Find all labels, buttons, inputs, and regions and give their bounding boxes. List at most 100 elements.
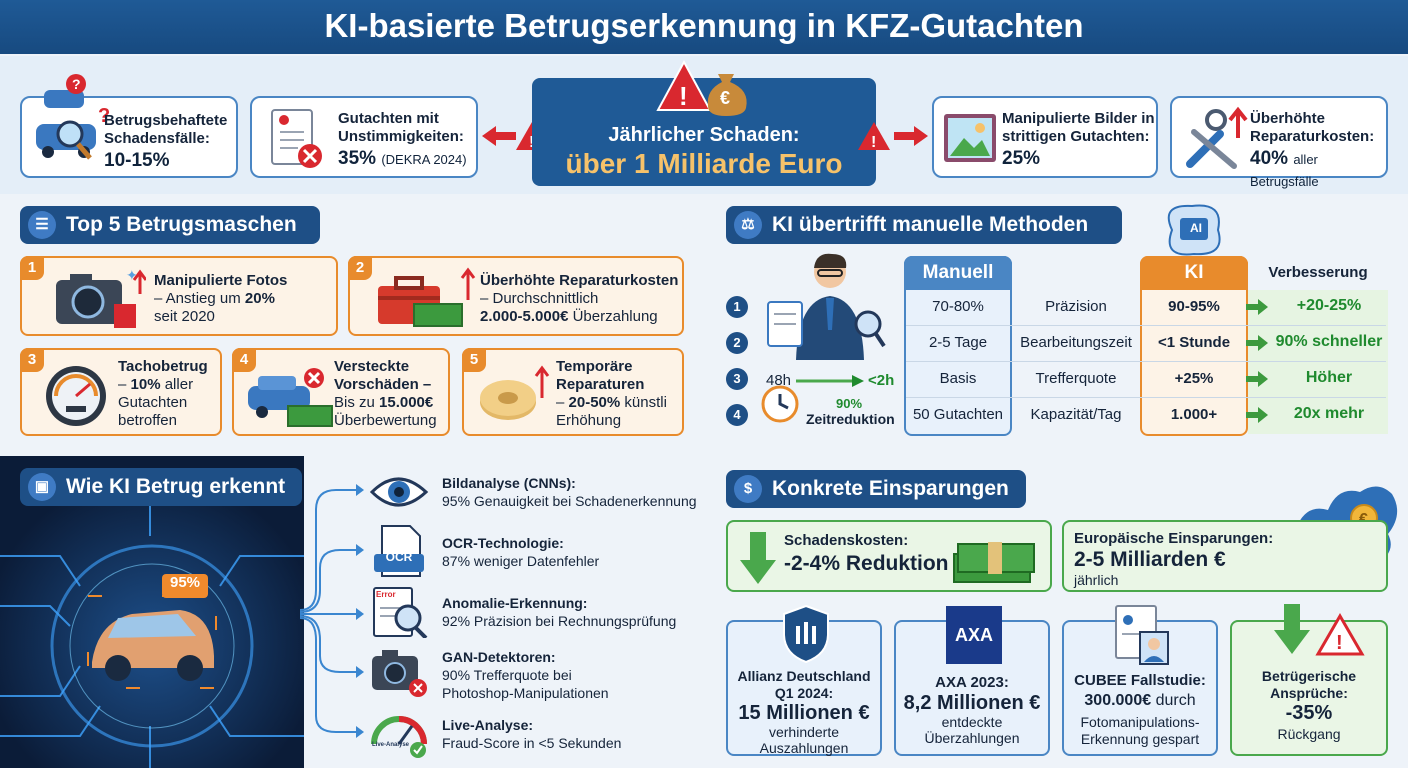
cubee-value: 300.000€ durch <box>1084 692 1196 709</box>
svg-text:?: ? <box>72 76 81 92</box>
costs-value: -2-4% Reduktion <box>784 552 949 575</box>
detect-item-cnn: Bildanalyse (CNNs): 95% Genauigkeit bei S… <box>442 475 697 509</box>
detect-item-live: Live-Analyse: Fraud-Score in <5 Sekunden <box>442 717 622 751</box>
toolbox-money-icon <box>378 267 476 327</box>
scheme-card-3: 3 Tachobetrug – 10% aller Gutachten betroff… <box>20 348 222 436</box>
camera-x-icon <box>372 650 427 697</box>
svg-text:?: ? <box>98 105 110 127</box>
svg-text:€: € <box>1359 511 1368 528</box>
ai-value: <1 Stunde <box>1157 334 1231 351</box>
green-arrow-icon <box>1246 299 1268 315</box>
cubee-sub: Fotomanipulations- Erkennung gespart <box>1080 714 1200 747</box>
live-badge: Live-Analyse <box>372 742 410 748</box>
manual-value: 2-5 Tage <box>928 334 988 351</box>
connector-lines <box>299 484 364 738</box>
row-divider <box>906 397 1386 398</box>
improvement-value: 20x mehr <box>1293 405 1365 422</box>
scheme-card-1: 1 ✦ Manipulierte Fotos – Anstieg um 20% se… <box>20 256 338 336</box>
annual-damage-box: Jährlicher Schaden: über 1 Milliarde Eur… <box>532 78 876 186</box>
detect-title: ▣ Wie KI Betrug erkennt <box>20 468 302 506</box>
axa-label: AXA 2023: <box>935 674 1009 691</box>
stat-card-repair-costs: Überhöhte Reparaturkosten: 40% aller Bet… <box>1170 96 1388 189</box>
stat-card-inconsistencies: Gutachten mit Unstimmigkeiten: 35% (DEKR… <box>250 96 478 178</box>
green-arrow-icon <box>1246 407 1268 423</box>
manual-value: Basis <box>939 370 977 387</box>
svg-text:!: ! <box>679 81 688 111</box>
manual-value: 70-80% <box>932 298 984 315</box>
axa-value: 8,2 Millionen € <box>903 692 1041 714</box>
tools-icon <box>1186 106 1248 169</box>
improvement-column <box>1248 290 1388 434</box>
hand-money-icon: $ <box>734 475 762 503</box>
svg-text:✦: ✦ <box>126 267 138 283</box>
warning-moneybag-icon: ! <box>656 60 747 116</box>
improvement-value: +20-25% <box>1296 297 1362 314</box>
damage-value: über 1 Milliarde Euro <box>565 148 843 179</box>
stat-card-fraud-cases: ? ? Betrugsbehaftete Schadensfälle: 10-1… <box>20 74 238 178</box>
car-magnifier-icon: ? ? <box>36 74 110 160</box>
detect-item-anomaly: Anomalie-Erkennung: 92% Präzision bei Rec… <box>442 595 677 629</box>
cubee-card: CUBEE Fallstudie: 300.000€ durch Fotoman… <box>1062 605 1218 756</box>
chip-icon: ▣ <box>28 473 56 501</box>
circuit-car-illustration <box>0 496 304 768</box>
fraud-claims-sub: Rückgang <box>1277 726 1341 742</box>
ocr-badge: OCR <box>385 550 413 564</box>
stat-label: Gutachten mit Unstimmigkeiten: <box>338 110 464 145</box>
europe-label: Europäische Einsparungen: <box>1074 530 1274 547</box>
row-number: 4 <box>726 404 748 426</box>
shield-icon <box>783 604 829 664</box>
detection-score: 95% <box>169 574 201 591</box>
image-icon <box>944 114 996 162</box>
time-from: 48h <box>766 372 792 389</box>
ai-chip-label: AI <box>1190 221 1202 235</box>
time-percent: 90% <box>836 396 863 411</box>
detect-item-gan: GAN-Detektoren: 90% Trefferquote bei Photo… <box>442 649 609 701</box>
costs-label: Schadenskosten: <box>784 532 909 549</box>
top5-title: ☰ Top 5 Betrugsmaschen <box>20 206 320 244</box>
metric-label: Präzision <box>1045 298 1107 315</box>
magnifier-document-icon <box>373 587 428 638</box>
speedometer-icon <box>46 366 106 426</box>
ai-header: KI <box>1140 256 1248 290</box>
row-number: 2 <box>726 332 748 354</box>
europe-value: 2-5 Milliarden € <box>1074 548 1226 571</box>
expert-icon <box>767 253 886 360</box>
scheme-number: 4 <box>232 348 256 372</box>
savings-title: $ Konkrete Einsparungen <box>726 470 1026 508</box>
green-arrow-icon <box>1246 335 1268 351</box>
euro-symbol: € <box>720 88 731 108</box>
scheme-text: Überhöhte Reparaturkosten – Durchschnittl… <box>480 272 679 325</box>
fraud-claims-value: -35% <box>1285 702 1333 724</box>
europe-savings-card: Europäische Einsparungen: 2-5 Milliarden… <box>1062 520 1388 592</box>
manual-header: Manuell <box>904 256 1012 290</box>
green-arrow-icon <box>1246 371 1268 387</box>
scheme-card-5: 5 Temporäre Reparaturen – 20-50% künstli Er… <box>462 348 684 436</box>
svg-text:!: ! <box>871 134 876 151</box>
cubee-label: CUBEE Fallstudie: <box>1074 672 1206 689</box>
scale-icon: ⚖ <box>734 211 762 239</box>
scheme-card-2: 2 Überhöhte Reparaturkosten – Durchschnit… <box>348 256 684 336</box>
tape-icon <box>480 365 550 420</box>
metric-label: Trefferquote <box>1035 370 1117 387</box>
compare-title: ⚖ KI übertrifft manuelle Methoden <box>726 206 1122 244</box>
camera-icon: ✦ <box>56 267 146 328</box>
savings-costs-card: Schadenskosten: -2-4% Reduktion <box>726 520 1052 592</box>
ai-detection-visual: 95% <box>0 456 304 768</box>
scheme-number: 2 <box>348 256 372 280</box>
time-arrow <box>796 375 864 387</box>
list-icon: ☰ <box>28 211 56 239</box>
ai-brain-icon <box>1167 204 1221 256</box>
scheme-text: Manipulierte Fotos – Anstieg um 20% seit 2… <box>154 272 288 325</box>
stat-value: 35% (DEKRA 2024) <box>338 148 467 169</box>
time-to: <2h <box>868 372 895 389</box>
svg-text:!: ! <box>529 134 534 151</box>
error-badge: Error <box>376 590 396 599</box>
stat-label: Überhöhte Reparaturkosten: <box>1250 110 1375 145</box>
clock-icon <box>761 385 799 423</box>
down-warning-icon: ! <box>1274 604 1365 656</box>
manual-value: 50 Gutachten <box>912 406 1004 423</box>
gauge-icon <box>371 716 427 758</box>
scheme-text: Versteckte Vorschäden – Bis zu 15.000€ Über… <box>334 358 437 429</box>
allianz-sub: verhinderte Auszahlungen <box>759 724 849 756</box>
axa-sub: entdeckte Überzahlungen <box>924 714 1020 746</box>
